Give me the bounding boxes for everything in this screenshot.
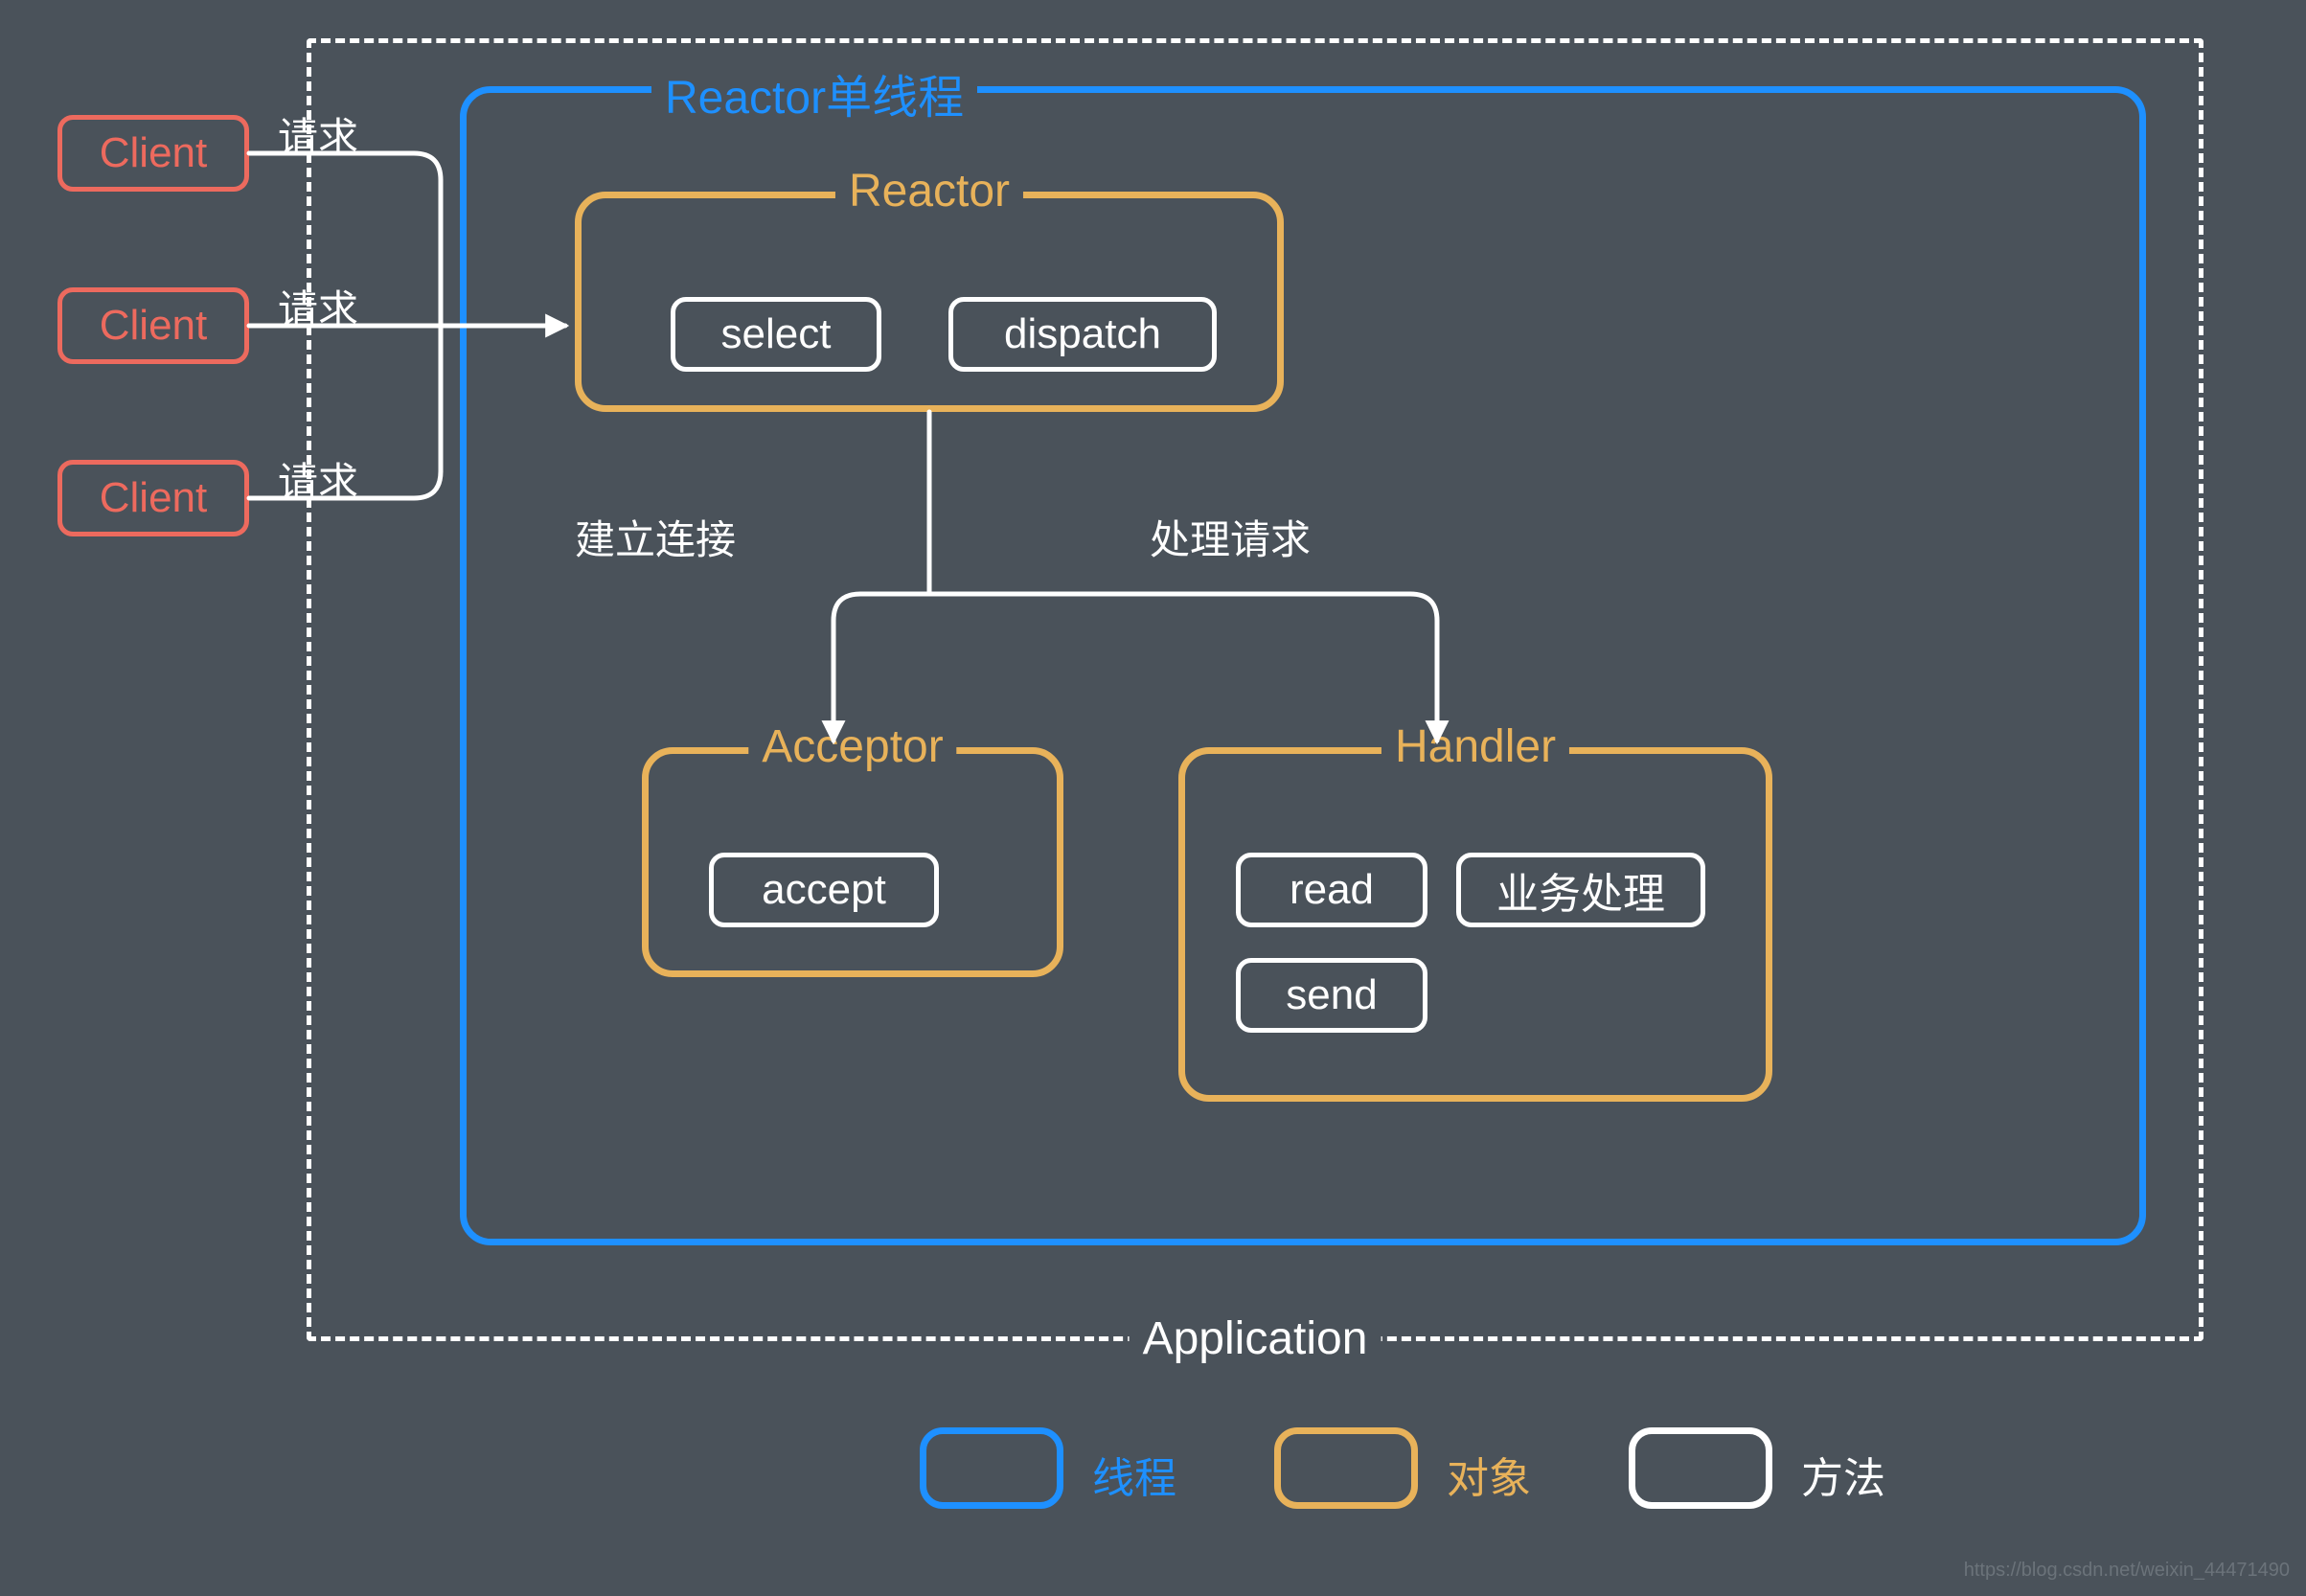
- legend-method-box: [1629, 1427, 1772, 1509]
- reactor-method-label-1: dispatch: [1004, 310, 1161, 358]
- watermark: https://blog.csdn.net/weixin_44471490: [1964, 1560, 2290, 1582]
- reactor-method-box-1: dispatch: [948, 297, 1217, 372]
- acceptor-method-label-0: accept: [762, 866, 886, 914]
- handler-method-box-2: send: [1236, 958, 1427, 1033]
- client-box-0: Client: [57, 115, 249, 192]
- reactor-method-label-0: select: [721, 310, 832, 358]
- handler-method-label-0: read: [1290, 866, 1374, 914]
- legend-thread-box: [920, 1427, 1063, 1509]
- client-label-2: Client: [100, 474, 208, 522]
- diagram-canvas: Application Reactor单线程 Client Client Client R…: [0, 0, 2306, 1596]
- handler-method-label-2: send: [1286, 971, 1377, 1019]
- handler-method-label-1: 业务处理: [1496, 859, 1665, 921]
- connect-label: 建立连接: [575, 508, 736, 566]
- client-label-0: Client: [100, 129, 208, 177]
- process-label: 处理请求: [1150, 508, 1311, 566]
- application-label: Application: [1130, 1312, 1381, 1365]
- request-label-1: 请求: [278, 278, 358, 336]
- client-box-2: Client: [57, 460, 249, 536]
- legend-object-label: 对象: [1447, 1444, 1531, 1505]
- client-box-1: Client: [57, 287, 249, 364]
- handler-method-box-0: read: [1236, 853, 1427, 927]
- request-label-2: 请求: [278, 450, 358, 509]
- handler-label: Handler: [1381, 720, 1569, 773]
- legend-method-label: 方法: [1801, 1444, 1885, 1505]
- acceptor-label: Acceptor: [748, 720, 956, 773]
- legend-thread-label: 线程: [1092, 1444, 1176, 1505]
- handler-method-box-1: 业务处理: [1456, 853, 1705, 927]
- legend-object-box: [1274, 1427, 1418, 1509]
- request-label-0: 请求: [278, 105, 358, 164]
- thread-label: Reactor单线程: [651, 59, 977, 126]
- acceptor-method-box-0: accept: [709, 853, 939, 927]
- reactor-label: Reactor: [835, 165, 1023, 217]
- client-label-1: Client: [100, 302, 208, 350]
- reactor-method-box-0: select: [671, 297, 881, 372]
